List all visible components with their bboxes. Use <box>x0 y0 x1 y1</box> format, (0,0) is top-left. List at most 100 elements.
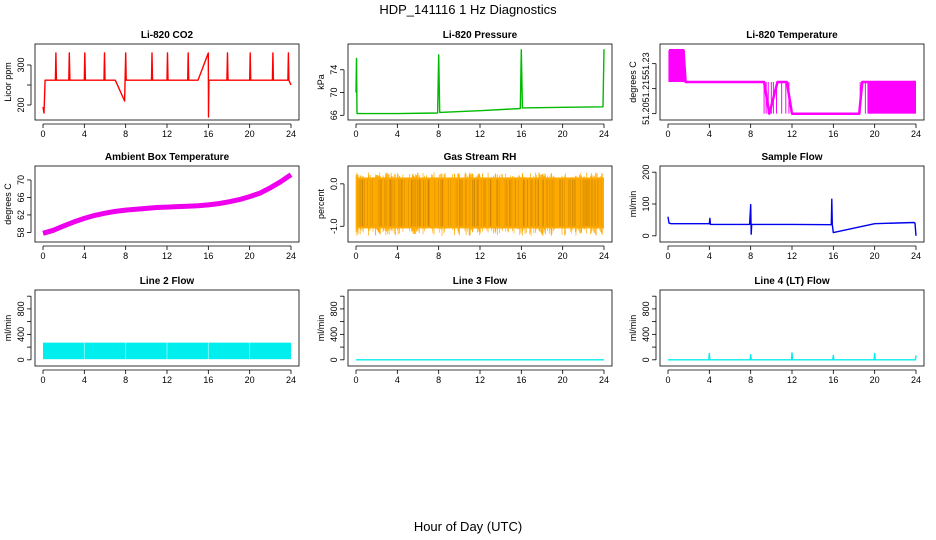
y-tick-label: 0 <box>16 357 26 362</box>
level-block <box>669 50 684 82</box>
x-tick-label: 8 <box>748 129 753 139</box>
x-tick-label: 4 <box>82 375 87 385</box>
level-mark <box>688 82 765 83</box>
y-tick-label: -1.0 <box>329 219 339 235</box>
x-tick-label: 24 <box>286 251 296 261</box>
x-tick-label: 24 <box>911 375 921 385</box>
x-tick-label: 8 <box>123 251 128 261</box>
plot-frame <box>34 165 300 243</box>
data-layer <box>42 172 293 236</box>
x-tick-label: 16 <box>203 129 213 139</box>
data-layer <box>355 49 605 115</box>
x-axis-label: Hour of Day (UTC) <box>414 519 522 534</box>
y-tick-label: 400 <box>641 327 651 342</box>
x-axis: 0 4 8 12 16 20 24 <box>40 369 296 385</box>
x-tick-label: 12 <box>162 251 172 261</box>
y-tick-label: 0 <box>641 233 651 238</box>
x-axis: 0 4 8 12 16 20 24 <box>353 123 609 139</box>
x-tick-label: 4 <box>395 129 400 139</box>
x-tick-label: 16 <box>516 251 526 261</box>
series-line <box>42 172 293 236</box>
x-axis: 0 4 8 12 16 20 24 <box>665 123 921 139</box>
y-tick-label: 70 <box>329 88 339 98</box>
y-axis-label: kPa <box>316 74 326 90</box>
x-tick-label: 12 <box>787 251 797 261</box>
x-tick-label: 0 <box>353 375 358 385</box>
y-axis-label: degrees C <box>3 183 13 225</box>
x-tick-label: 20 <box>558 251 568 261</box>
x-tick-label: 4 <box>395 251 400 261</box>
series-line <box>669 49 916 115</box>
x-tick-label: 8 <box>123 375 128 385</box>
x-tick-label: 4 <box>707 129 712 139</box>
series-line <box>355 49 605 115</box>
x-tick-label: 0 <box>40 251 45 261</box>
x-tick-label: 24 <box>911 251 921 261</box>
x-axis: 0 4 8 12 16 20 24 <box>665 369 921 385</box>
x-tick-label: 16 <box>203 251 213 261</box>
y-tick-label: 300 <box>16 57 26 72</box>
x-tick-label: 12 <box>475 375 485 385</box>
data-layer <box>42 52 292 118</box>
x-tick-label: 4 <box>82 129 87 139</box>
y-tick-label: 58 <box>16 227 26 237</box>
y-axis: -1.0 0.0 <box>329 178 345 235</box>
y-tick-label: 62 <box>16 210 26 220</box>
x-tick-label: 0 <box>40 129 45 139</box>
x-tick-label: 0 <box>665 251 670 261</box>
x-tick-label: 8 <box>748 251 753 261</box>
data-layer <box>667 198 917 236</box>
x-tick-label: 24 <box>599 251 609 261</box>
chart-panel-6: Sample Flow 0 4 8 12 16 20 24 0 100 200 ml/min <box>628 152 925 261</box>
x-axis: 0 4 8 12 16 20 24 <box>665 245 921 261</box>
y-tick-label: 200 <box>16 97 26 112</box>
y-axis: 0 400 800 <box>641 295 657 362</box>
x-tick-label: 4 <box>707 251 712 261</box>
y-tick-label: 0 <box>641 357 651 362</box>
y-axis: 58 62 66 70 <box>16 175 32 237</box>
chart-panel-3: Li-820 Temperature 0 4 8 12 16 20 24 51.2051.215… <box>628 30 925 139</box>
y-axis-label: ml/min <box>628 315 638 342</box>
panel-title: Line 2 Flow <box>140 276 195 287</box>
y-tick-label: 0.0 <box>329 178 339 191</box>
series-line <box>667 198 917 236</box>
y-tick-label: 0 <box>329 357 339 362</box>
panel-title: Gas Stream RH <box>444 152 517 163</box>
y-tick-label: 800 <box>16 301 26 316</box>
y-axis-label: percent <box>316 188 326 219</box>
x-tick-label: 8 <box>123 129 128 139</box>
x-tick-label: 16 <box>203 375 213 385</box>
x-tick-label: 12 <box>475 129 485 139</box>
plot-frame <box>659 289 925 367</box>
x-axis: 0 4 8 12 16 20 24 <box>353 369 609 385</box>
y-tick-label: 66 <box>16 192 26 202</box>
x-tick-label: 24 <box>286 129 296 139</box>
x-tick-label: 4 <box>82 251 87 261</box>
panel-title: Li-820 Pressure <box>443 30 518 41</box>
x-tick-label: 12 <box>162 129 172 139</box>
data-layer <box>43 342 291 360</box>
x-tick-label: 8 <box>436 129 441 139</box>
data-layer <box>668 49 916 115</box>
series-line <box>42 52 292 118</box>
x-tick-label: 12 <box>787 375 797 385</box>
x-tick-label: 16 <box>828 251 838 261</box>
x-tick-label: 0 <box>353 251 358 261</box>
y-axis: 200 300 <box>16 57 32 113</box>
y-tick-label: 800 <box>329 301 339 316</box>
x-tick-label: 0 <box>665 375 670 385</box>
x-tick-label: 16 <box>516 129 526 139</box>
y-tick-label: 66 <box>329 110 339 120</box>
series-line <box>668 352 917 361</box>
y-axis-label: ml/min <box>628 191 638 218</box>
y-axis-label: degrees C <box>628 61 638 103</box>
panel-title: Li-820 Temperature <box>746 30 838 41</box>
y-tick-label: 400 <box>329 327 339 342</box>
x-tick-label: 16 <box>828 129 838 139</box>
plot-frame <box>659 165 925 243</box>
x-tick-label: 20 <box>558 375 568 385</box>
plot-frame <box>347 289 613 367</box>
